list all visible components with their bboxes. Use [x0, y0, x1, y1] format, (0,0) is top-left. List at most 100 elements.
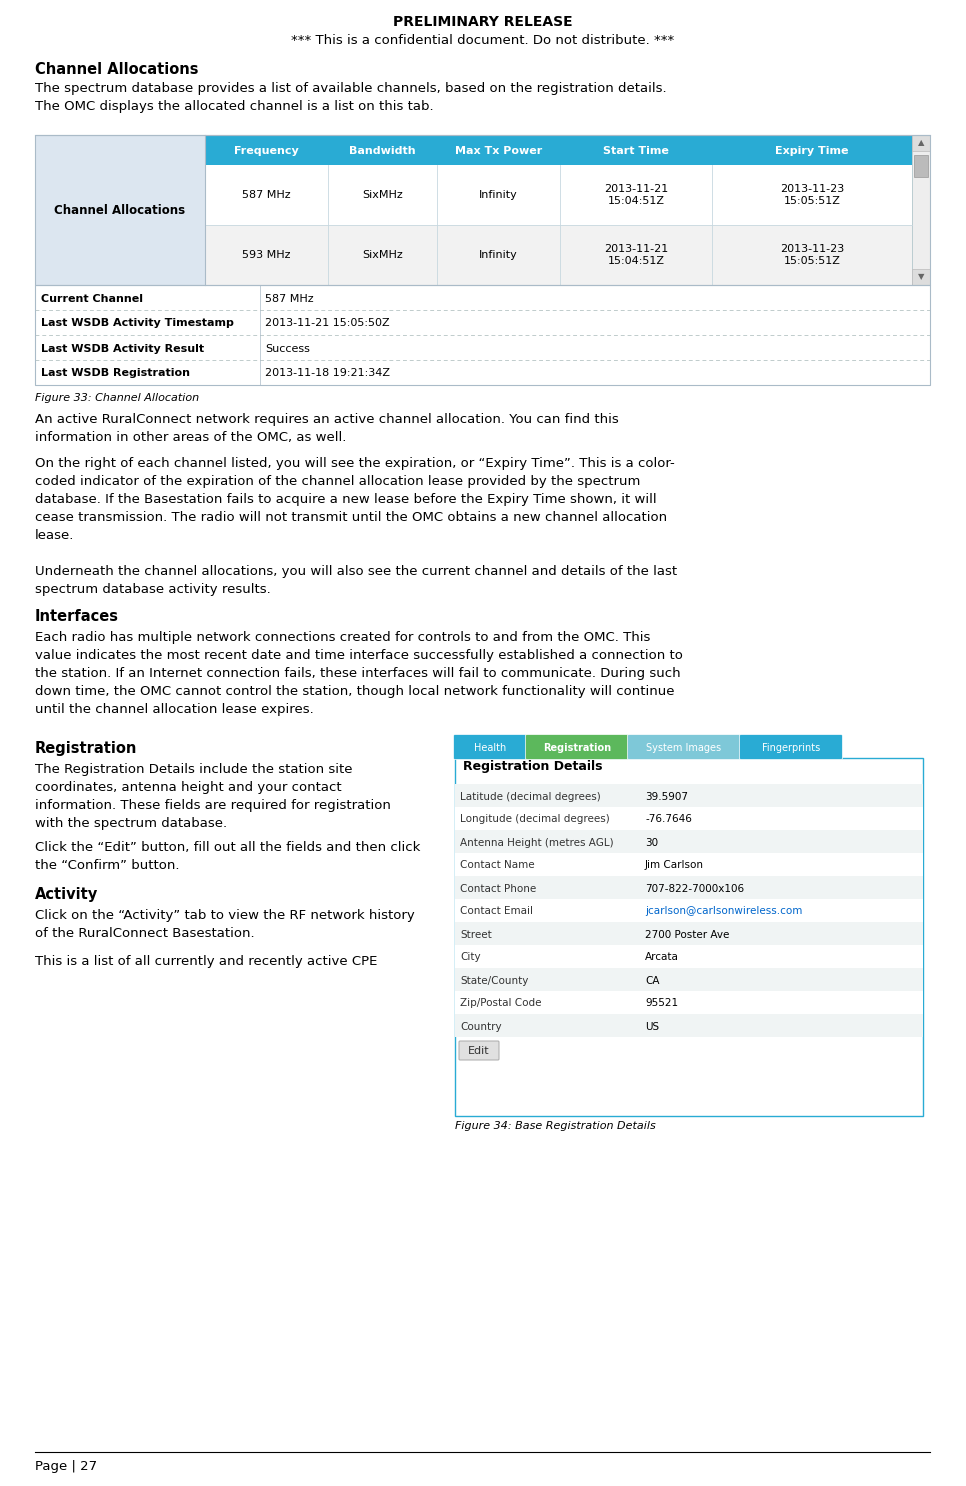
- Text: Frequency: Frequency: [234, 146, 298, 156]
- Text: SixMHz: SixMHz: [362, 190, 403, 201]
- Text: 39.5907: 39.5907: [645, 792, 688, 801]
- Bar: [455, 807, 923, 831]
- Text: Edit: Edit: [469, 1046, 490, 1055]
- Bar: [35, 311, 930, 334]
- Text: Figure 34: Base Registration Details: Figure 34: Base Registration Details: [455, 1120, 656, 1131]
- Bar: [455, 899, 923, 921]
- FancyBboxPatch shape: [740, 734, 842, 759]
- Text: City: City: [460, 953, 481, 963]
- Text: The spectrum database provides a list of available channels, based on the regist: The spectrum database provides a list of…: [35, 82, 667, 113]
- Text: Latitude (decimal degrees): Latitude (decimal degrees): [460, 792, 601, 801]
- Text: An active RuralConnect network requires an active channel allocation. You can fi: An active RuralConnect network requires …: [35, 413, 619, 444]
- Text: Success: Success: [265, 343, 310, 354]
- Bar: [455, 1013, 923, 1037]
- Text: 95521: 95521: [645, 999, 678, 1009]
- Bar: [205, 135, 912, 285]
- FancyBboxPatch shape: [526, 734, 629, 759]
- Text: Antenna Height (metres AGL): Antenna Height (metres AGL): [460, 838, 613, 847]
- Text: Channel Allocations: Channel Allocations: [35, 62, 198, 77]
- Bar: [205, 224, 912, 285]
- Text: Contact Phone: Contact Phone: [460, 884, 536, 893]
- Text: Arcata: Arcata: [645, 953, 679, 963]
- Text: 2013-11-21
15:04:51Z: 2013-11-21 15:04:51Z: [604, 244, 668, 266]
- Text: 2013-11-21
15:04:51Z: 2013-11-21 15:04:51Z: [604, 184, 668, 207]
- Bar: [205, 135, 912, 165]
- Text: Contact Email: Contact Email: [460, 906, 533, 917]
- FancyBboxPatch shape: [453, 734, 526, 759]
- Text: Contact Name: Contact Name: [460, 860, 534, 871]
- Bar: [35, 135, 930, 285]
- Text: Last WSDB Activity Result: Last WSDB Activity Result: [41, 343, 204, 354]
- Bar: [35, 285, 930, 311]
- Bar: [455, 877, 923, 899]
- Text: 587 MHz: 587 MHz: [242, 190, 291, 201]
- Bar: [35, 135, 205, 285]
- Text: Longitude (decimal degrees): Longitude (decimal degrees): [460, 814, 610, 825]
- Text: 2013-11-18 19:21:34Z: 2013-11-18 19:21:34Z: [265, 369, 390, 379]
- Bar: [455, 853, 923, 877]
- Text: Registration Details: Registration Details: [463, 759, 603, 773]
- Text: Infinity: Infinity: [479, 250, 518, 260]
- Bar: [912, 135, 930, 285]
- Text: jcarlson@carlsonwireless.com: jcarlson@carlsonwireless.com: [645, 906, 803, 917]
- Bar: [912, 269, 930, 285]
- Text: System Images: System Images: [646, 743, 722, 753]
- Text: 2013-11-21 15:05:50Z: 2013-11-21 15:05:50Z: [265, 318, 389, 328]
- Text: Registration: Registration: [543, 743, 611, 753]
- Bar: [914, 155, 928, 177]
- Bar: [455, 921, 923, 945]
- Text: 2013-11-23
15:05:51Z: 2013-11-23 15:05:51Z: [780, 184, 844, 207]
- Bar: [35, 360, 930, 385]
- FancyBboxPatch shape: [628, 734, 741, 759]
- Text: 30: 30: [645, 838, 658, 847]
- Text: Last WSDB Activity Timestamp: Last WSDB Activity Timestamp: [41, 318, 234, 328]
- Text: 2013-11-23
15:05:51Z: 2013-11-23 15:05:51Z: [780, 244, 844, 266]
- Text: Channel Allocations: Channel Allocations: [54, 204, 185, 217]
- Text: Page | 27: Page | 27: [35, 1461, 98, 1473]
- Bar: [455, 991, 923, 1013]
- Text: Interfaces: Interfaces: [35, 609, 119, 624]
- Text: Street: Street: [460, 930, 492, 939]
- FancyBboxPatch shape: [459, 1042, 499, 1060]
- Text: Jim Carlson: Jim Carlson: [645, 860, 704, 871]
- Text: Activity: Activity: [35, 887, 99, 902]
- Bar: [35, 334, 930, 360]
- Text: *** This is a confidential document. Do not distribute. ***: *** This is a confidential document. Do …: [292, 34, 674, 48]
- Text: Zip/Postal Code: Zip/Postal Code: [460, 999, 542, 1009]
- Text: The Registration Details include the station site
coordinates, antenna height an: The Registration Details include the sta…: [35, 762, 391, 831]
- Text: On the right of each channel listed, you will see the expiration, or “Expiry Tim: On the right of each channel listed, you…: [35, 458, 674, 542]
- Text: ▼: ▼: [918, 272, 924, 281]
- Text: PRELIMINARY RELEASE: PRELIMINARY RELEASE: [393, 15, 573, 30]
- Bar: [35, 285, 930, 385]
- Text: 2700 Poster Ave: 2700 Poster Ave: [645, 930, 729, 939]
- Text: Bandwidth: Bandwidth: [349, 146, 415, 156]
- Bar: [205, 165, 912, 224]
- Text: Infinity: Infinity: [479, 190, 518, 201]
- Text: Each radio has multiple network connections created for controls to and from the: Each radio has multiple network connecti…: [35, 632, 683, 716]
- Text: ▲: ▲: [918, 138, 924, 147]
- Text: Country: Country: [460, 1021, 501, 1031]
- Text: 593 MHz: 593 MHz: [242, 250, 291, 260]
- Text: Last WSDB Registration: Last WSDB Registration: [41, 369, 190, 379]
- Text: Start Time: Start Time: [603, 146, 668, 156]
- Text: Click on the “Activity” tab to view the RF network history
of the RuralConnect B: Click on the “Activity” tab to view the …: [35, 909, 414, 941]
- Bar: [455, 785, 923, 807]
- Text: Figure 33: Channel Allocation: Figure 33: Channel Allocation: [35, 392, 199, 403]
- Text: State/County: State/County: [460, 975, 528, 985]
- Text: US: US: [645, 1021, 659, 1031]
- Bar: [455, 945, 923, 967]
- Text: This is a list of all currently and recently active CPE: This is a list of all currently and rece…: [35, 955, 378, 967]
- Bar: [455, 967, 923, 991]
- Bar: [912, 135, 930, 152]
- Bar: [455, 831, 923, 853]
- Text: Fingerprints: Fingerprints: [762, 743, 820, 753]
- Text: Underneath the channel allocations, you will also see the current channel and de: Underneath the channel allocations, you …: [35, 565, 677, 596]
- Text: 707-822-7000x106: 707-822-7000x106: [645, 884, 744, 893]
- Text: -76.7646: -76.7646: [645, 814, 692, 825]
- Text: 587 MHz: 587 MHz: [265, 294, 314, 303]
- Text: Health: Health: [474, 743, 506, 753]
- Text: CA: CA: [645, 975, 660, 985]
- Text: SixMHz: SixMHz: [362, 250, 403, 260]
- Text: Click the “Edit” button, fill out all the fields and then click
the “Confirm” bu: Click the “Edit” button, fill out all th…: [35, 841, 420, 872]
- Text: Current Channel: Current Channel: [41, 294, 143, 303]
